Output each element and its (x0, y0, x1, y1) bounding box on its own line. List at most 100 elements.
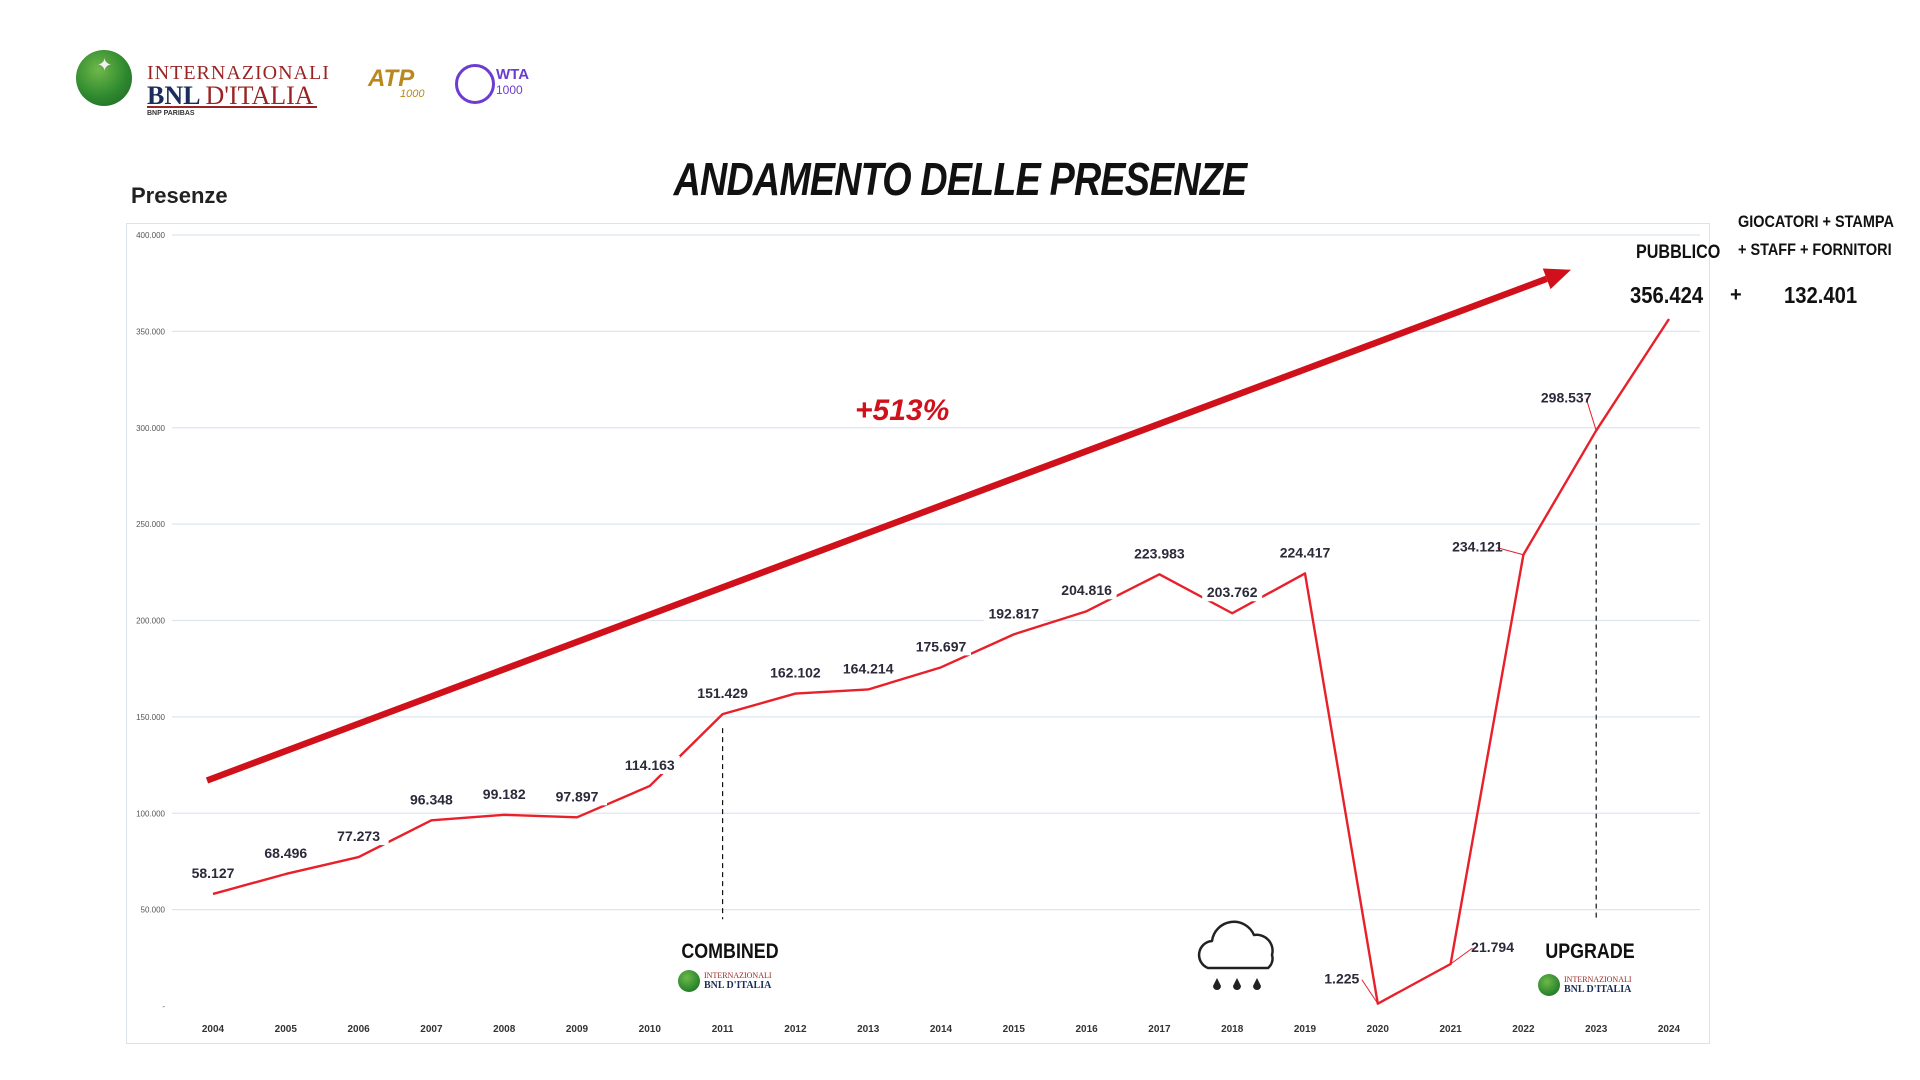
data-label-bg (547, 787, 607, 806)
upgrade-logo-bnl: BNL (1564, 984, 1585, 995)
data-label: 164.214 (843, 660, 894, 676)
logo-bnl: BNL (147, 81, 200, 110)
data-label: 224.417 (1280, 544, 1331, 560)
data-label-bg (838, 659, 899, 678)
data-label-bg (619, 755, 680, 774)
series-line-path (212, 318, 1671, 1005)
logo-rule (147, 106, 317, 108)
data-label: 151.429 (697, 685, 748, 701)
x-tick-label: 2013 (857, 1024, 880, 1035)
extra-label-line1: GIOCATORI + STAMPA (1738, 212, 1894, 231)
upgrade-logo-ditalia: D'ITALIA (1586, 984, 1632, 995)
data-label-bg (765, 663, 826, 682)
chart-title: ANDAMENTO DELLE PRESENZE (673, 153, 1248, 205)
data-label: 77.273 (337, 828, 380, 844)
data-label-bg (1202, 583, 1263, 602)
growth-label: +513% (855, 394, 950, 427)
x-tick-label: 2004 (202, 1024, 225, 1035)
data-label-bg (401, 790, 462, 809)
data-labels: 58.127 68.496 77.273 96.348 99.182 97.897 114.… (183, 390, 1597, 1004)
y-tick-label: 100.000 (136, 809, 165, 818)
y-tick-label: 150.000 (136, 713, 165, 722)
data-label: 58.127 (192, 865, 235, 881)
extra-value: 132.401 (1784, 282, 1858, 308)
data-label-bg (692, 684, 753, 703)
data-label-leader (1361, 979, 1379, 1004)
y-tick-label: 400.000 (136, 231, 165, 240)
data-label-bg (1275, 543, 1335, 562)
x-tick-label: 2009 (566, 1024, 589, 1035)
tournament-logo-line2: BNL D'ITALIA (147, 81, 314, 111)
pubblico-label: PUBBLICO (1636, 242, 1721, 263)
data-label: 175.697 (916, 638, 967, 654)
data-label-bg (983, 604, 1044, 623)
data-label-bg (1129, 544, 1190, 563)
cloud-rain-icon (1197, 920, 1274, 990)
combined-logo-bnl: BNL (704, 980, 725, 991)
tournament-logo-ball (76, 50, 132, 106)
upgrade-logo-line1: INTERNAZIONALI (1564, 975, 1632, 984)
y-tick-label: 50.000 (141, 906, 166, 915)
reference-lines (721, 444, 1597, 920)
logo-ditalia: D'ITALIA (205, 81, 314, 110)
data-label: 114.163 (625, 757, 675, 773)
x-tick-label: 2024 (1658, 1024, 1681, 1035)
grid-lines (172, 234, 1700, 911)
data-label: 234.121 (1452, 539, 1503, 555)
x-tick-label: 2021 (1439, 1024, 1462, 1035)
combined-label: COMBINED (681, 940, 779, 963)
data-label: 204.816 (1061, 582, 1112, 598)
trend-arrow-head (1542, 268, 1571, 290)
data-label: 192.817 (988, 605, 1039, 621)
wta-logo-icon (455, 64, 495, 104)
x-tick-label: 2006 (347, 1024, 370, 1035)
data-label-bg (328, 827, 389, 846)
y-tick-label: 350.000 (136, 327, 165, 336)
upgrade-logo-ball (1538, 974, 1560, 996)
x-tick-label: 2023 (1585, 1024, 1608, 1035)
data-label-leader (1497, 547, 1524, 556)
upgrade-logo-line2: BNL D'ITALIA (1564, 984, 1631, 995)
x-tick-label: 2022 (1512, 1024, 1535, 1035)
x-tick-label: 2017 (1148, 1024, 1171, 1035)
trend-arrow-shaft (205, 275, 1548, 784)
tournament-logo-line1: INTERNAZIONALI (147, 62, 330, 84)
trend-arrow (205, 268, 1571, 784)
extra-label-line2: + STAFF + FORNITORI (1738, 240, 1892, 259)
x-tick-label: 2019 (1294, 1024, 1317, 1035)
data-label-bg (911, 637, 971, 656)
series-line (212, 318, 1671, 1005)
x-tick-label: 2005 (275, 1024, 298, 1035)
upgrade-label: UPGRADE (1545, 940, 1635, 963)
x-tick-label: 2020 (1367, 1024, 1390, 1035)
x-tick-label: 2007 (420, 1024, 443, 1035)
pubblico-value: 356.424 (1630, 282, 1704, 308)
x-tick-label: 2018 (1221, 1024, 1244, 1035)
y-tick-labels: - 50.000 100.000 150.000 200.000 250.000 300.0… (136, 231, 165, 1011)
tournament-logo-line3: BNP PARIBAS (147, 110, 195, 117)
data-label: 97.897 (556, 788, 599, 804)
data-label: 99.182 (483, 786, 526, 802)
data-label-bg (183, 863, 243, 882)
y-tick-label: - (162, 1002, 165, 1011)
x-tick-label: 2011 (712, 1024, 734, 1035)
x-tick-label: 2010 (639, 1024, 662, 1035)
data-label-bg (1056, 581, 1117, 600)
x-tick-label: 2016 (1075, 1024, 1098, 1035)
data-label: 21.794 (1471, 939, 1514, 955)
x-tick-label: 2015 (1003, 1024, 1026, 1035)
data-label: 223.983 (1134, 545, 1185, 561)
data-label-bg (474, 784, 535, 803)
combined-logo-ball (678, 970, 700, 992)
y-tick-label: 200.000 (136, 617, 165, 626)
data-label: 1.225 (1324, 971, 1359, 987)
data-label: 162.102 (770, 665, 821, 681)
data-label: 68.496 (264, 845, 307, 861)
data-label: 96.348 (410, 791, 453, 807)
combined-logo-line2: BNL D'ITALIA (704, 980, 771, 991)
y-axis-label: Presenze (131, 183, 228, 208)
x-tick-label: 2012 (784, 1024, 807, 1035)
wta-logo: WTA (496, 66, 530, 83)
data-label: 298.537 (1541, 390, 1592, 406)
x-tick-label: 2014 (930, 1024, 953, 1035)
